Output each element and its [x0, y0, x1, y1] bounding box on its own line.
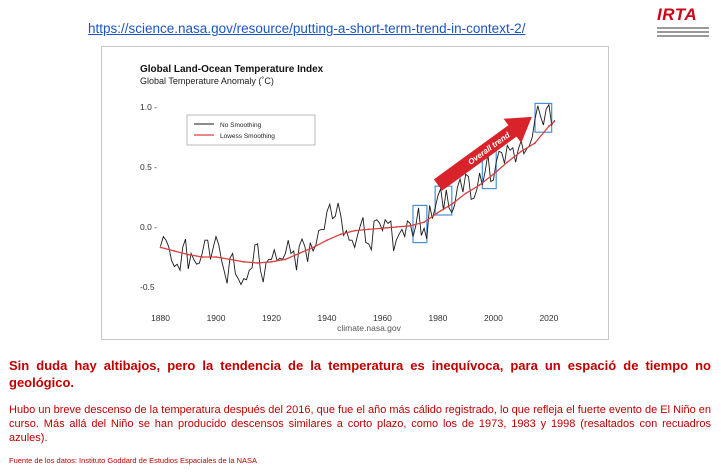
legend-box [186, 114, 316, 146]
body-paragraph: Hubo un breve descenso de la temperatura… [9, 404, 712, 444]
smooth-point [242, 260, 245, 263]
x-axis-ticks: 1880 1900 1920 1940 1960 1980 2000 2020 [151, 313, 559, 323]
smooth-point [553, 120, 556, 123]
smooth-point [270, 260, 273, 263]
smooth-point [353, 229, 356, 232]
x-tick-label: 2000 [484, 313, 503, 323]
chart-subtitle: Global Temperature Anomaly (˚C) [140, 76, 274, 86]
smooth-point [228, 258, 231, 261]
smooth-point [215, 256, 217, 258]
smooth-point [395, 226, 398, 228]
smooth-points [159, 120, 556, 264]
trend-arrow: Overall trend [433, 116, 532, 191]
series-line-no-smoothing [160, 103, 555, 286]
smooth-point [492, 173, 495, 176]
highlight-box [412, 204, 428, 244]
trend-arrow-shape [433, 116, 532, 191]
temperature-chart: Global Land-Ocean Temperature Index Glob… [140, 64, 559, 333]
x-tick-label: 2020 [539, 313, 558, 323]
chart-source-label: climate.nasa.gov [337, 323, 402, 333]
x-tick-label: 1900 [207, 313, 226, 323]
highlight-boxes [412, 102, 553, 244]
y-tick-label: 1.0 - [140, 102, 157, 112]
smooth-point [339, 233, 342, 236]
smooth-point [312, 246, 315, 249]
smooth-point [381, 227, 384, 230]
y-tick-label: 0.5 - [140, 162, 157, 172]
smooth-point [450, 203, 453, 206]
smooth-point [409, 224, 412, 227]
series-line-lowess-smoothing [160, 120, 555, 264]
x-tick-label: 1980 [428, 313, 447, 323]
footnote: Fuente de los datos: Instituto Goddard d… [9, 456, 258, 465]
legend-label-raw: No Smoothing [220, 122, 262, 129]
y-tick-label: 0.0 - [140, 222, 157, 232]
y-axis-ticks: -0.5 0.0 - 0.5 - 1.0 - [140, 102, 157, 292]
smooth-point [159, 246, 162, 249]
smooth-point [506, 161, 509, 164]
legend-label-smooth: Lowess Smoothing [220, 133, 275, 140]
smooth-point [201, 256, 204, 258]
smooth-point [284, 258, 287, 261]
logo-bars [657, 27, 715, 37]
logo-text: IRTA [657, 5, 698, 24]
smooth-point [423, 221, 425, 224]
smooth-point [367, 228, 370, 231]
chart-frame: Global Land-Ocean Temperature Index Glob… [101, 46, 609, 340]
highlight-box [434, 185, 453, 216]
smooth-point [520, 150, 523, 153]
smooth-point [464, 192, 467, 195]
x-tick-label: 1940 [318, 313, 337, 323]
smooth-point [437, 211, 439, 214]
headline: Sin duda hay altibajos, pero la tendenci… [9, 358, 711, 390]
x-tick-label: 1880 [151, 313, 170, 323]
smooth-point [326, 239, 328, 242]
x-tick-label: 1920 [262, 313, 281, 323]
source-link[interactable]: https://science.nasa.gov/resource/puttin… [88, 21, 526, 36]
y-tick-label: -0.5 [140, 282, 155, 292]
smooth-point [478, 184, 481, 186]
legend: No Smoothing Lowess Smoothing [186, 114, 316, 146]
x-tick-label: 1960 [373, 313, 392, 323]
smooth-point [187, 253, 190, 256]
smooth-point [256, 262, 259, 264]
smooth-point [548, 125, 550, 128]
trend-arrow-label: Overall trend [466, 130, 512, 167]
chart-title: Global Land-Ocean Temperature Index [140, 64, 324, 75]
irta-logo: IRTA [657, 5, 715, 37]
smooth-point [534, 142, 536, 144]
smooth-point [173, 250, 176, 252]
smooth-point [298, 252, 301, 255]
